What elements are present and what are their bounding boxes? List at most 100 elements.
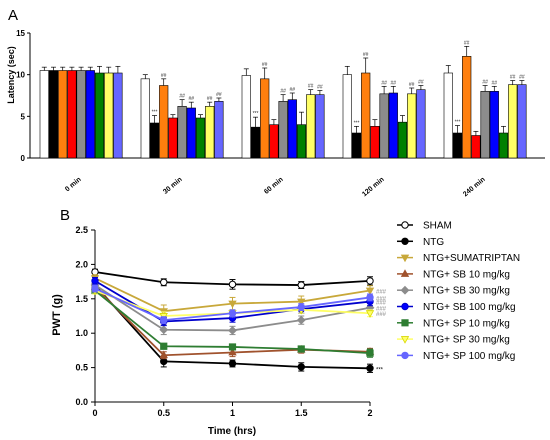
panel-a-significance-label: ## — [317, 85, 323, 91]
panel-a-bar — [195, 117, 206, 159]
panel-a-significance-label: ## — [161, 73, 167, 79]
panel-b-data-point — [228, 326, 237, 335]
panel-b-data-point — [297, 363, 305, 371]
panel-b-data-point — [296, 315, 306, 325]
panel-b-data-point — [228, 309, 237, 317]
panel-b-x-tick-label: 1 — [230, 408, 235, 418]
panel-a-category-label: 30 min — [162, 176, 183, 196]
panel-b-data-point — [365, 310, 375, 318]
panel-b-data-point — [297, 298, 306, 307]
panel-b-data-point — [159, 350, 168, 359]
legend-swatch-marker — [400, 254, 410, 263]
panel-a-significance-label: ## — [179, 94, 185, 100]
legend-entry: NTG+ SP 30 mg/kg — [423, 335, 510, 346]
panel-b-data-point — [366, 277, 374, 285]
panel-a-significance-label: ## — [363, 52, 369, 58]
panel-b-y-axis-label: PWT (g) — [51, 294, 63, 336]
panel-a-bar — [113, 72, 123, 159]
panel-a-category-label: 120 min — [361, 176, 385, 198]
panel-b-y-tick-label: 2.5 — [75, 225, 88, 235]
panel-a-bar — [443, 72, 453, 159]
panel-a-significance-label: *** — [455, 120, 461, 126]
panel-b-data-point — [91, 277, 99, 285]
panel-b-data-point — [228, 359, 237, 368]
panel-a-significance-label: *** — [253, 111, 259, 117]
legend-entry: NTG+ SB 10 mg/kg — [423, 269, 510, 280]
panel-a-significance-label: ## — [280, 89, 286, 95]
panel-a-bar — [48, 70, 59, 159]
panel-a-bar — [278, 101, 288, 159]
panel-a-significance-label: ## — [482, 80, 488, 86]
panel-b-data-point — [366, 293, 374, 302]
panel-a-bar — [397, 121, 408, 159]
panel-a-bar — [498, 132, 509, 159]
panel-a-category-label: 0 min — [64, 176, 83, 193]
panel-a-bar — [480, 91, 490, 159]
panel-a-significance-label: ## — [189, 96, 195, 102]
panel-a-y-axis-label: Latency (sec) — [6, 46, 16, 104]
panel-a-bar — [159, 85, 169, 159]
panel-b-y-tick-label: 0.0 — [75, 397, 88, 407]
panel-a-category-label: 240 min — [462, 176, 486, 198]
panel-b-label: B — [60, 207, 70, 224]
legend-swatch-marker — [401, 237, 409, 246]
panel-a-significance-label: *** — [152, 110, 158, 116]
legend-entry: NTG+ SB 100 mg/kg — [423, 302, 516, 313]
panel-b-x-tick-label: 0.5 — [157, 408, 170, 418]
panel-b-data-point — [160, 342, 168, 350]
panel-a-significance-label: ## — [381, 80, 387, 86]
panel-a-significance-label: ## — [391, 80, 397, 86]
panel-a-bar — [94, 72, 105, 159]
panel-a-bar — [287, 99, 297, 159]
panel-a-bar — [58, 70, 68, 159]
panel-b-data-point — [228, 300, 237, 309]
panel-a-bar — [351, 132, 362, 159]
panel-a-bar — [104, 72, 114, 159]
panel-a-y-tick-label: 15 — [16, 29, 25, 38]
panel-a-bar — [168, 117, 178, 159]
panel-b-data-point — [297, 345, 305, 353]
panel-a-bar — [140, 78, 150, 159]
panel-a-bar — [214, 101, 224, 159]
panel-a-significance-label: ## — [207, 96, 213, 102]
panel-a-bar — [315, 94, 325, 159]
legend-entry: NTG+SUMATRIPTAN — [423, 253, 520, 264]
panel-a-significance-label: ## — [492, 80, 498, 86]
panel-a-bar — [517, 84, 527, 159]
panel-b-significance-label: ### — [376, 290, 387, 296]
panel-a-significance-label: ## — [418, 80, 424, 86]
panel-b-data-point — [91, 284, 99, 293]
panel-a-bar — [361, 72, 371, 159]
panel-b-significance-label: ### — [376, 312, 387, 318]
panel-a-significance-label: ## — [308, 84, 314, 90]
panel-b-data-point — [228, 347, 237, 356]
legend-entry: NTG — [423, 237, 444, 248]
panel-a-bar — [462, 56, 472, 159]
legend-entry: SHAM — [423, 221, 452, 232]
legend-entry: NTG+ SB 30 mg/kg — [423, 286, 510, 297]
panel-a-bar — [205, 106, 215, 159]
panel-a-y-tick-label: 5 — [21, 112, 26, 121]
panel-b-x-axis-label: Time (hrs) — [208, 426, 256, 437]
panel-b-data-point — [160, 316, 168, 324]
panel-a-significance-label: ## — [510, 75, 516, 81]
panel-a-bar — [177, 106, 187, 159]
panel-a-bar — [306, 94, 316, 159]
panel-a-bar — [342, 74, 352, 159]
panel-a-bar — [149, 122, 160, 159]
panel-a-category-label: 60 min — [263, 176, 284, 196]
panel-a-label: A — [8, 7, 18, 24]
panel-b-data-point — [91, 268, 99, 276]
panel-a-bar — [379, 93, 389, 159]
panel-a-bar — [85, 70, 95, 159]
panel-b-y-tick-label: 0.5 — [75, 363, 88, 373]
legend-entry: NTG+ SP 10 mg/kg — [423, 318, 510, 329]
legend-swatch-marker — [401, 351, 409, 360]
panel-b-significance-label: *** — [376, 367, 384, 373]
panel-b-data-point — [297, 281, 305, 289]
panel-b-data-point — [297, 303, 305, 311]
panel-a-bar — [416, 89, 426, 159]
panel-a-bar — [489, 91, 499, 159]
panel-b-significance-label: ### — [376, 296, 387, 302]
panel-b-significance-label: ### — [376, 301, 387, 307]
